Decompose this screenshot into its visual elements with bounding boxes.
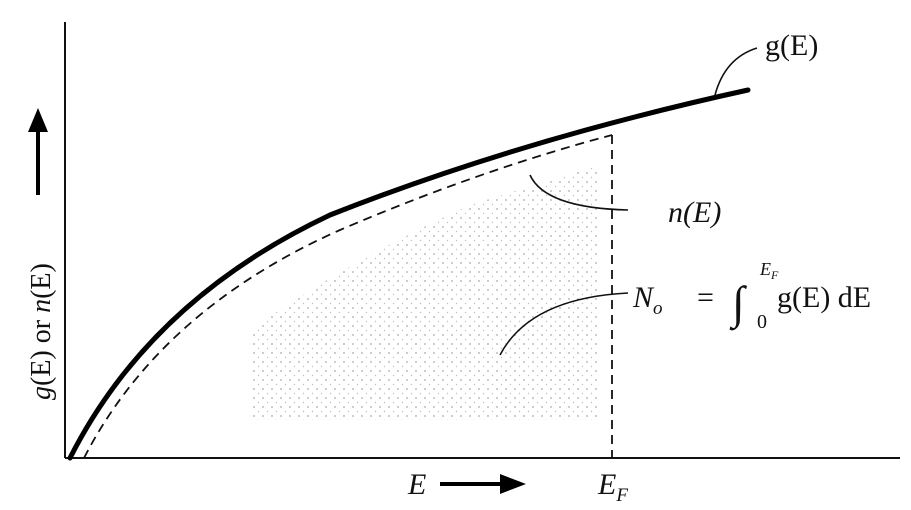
integral-upper-limit-subscript: F [770,268,779,282]
g-of-e-curve [67,87,751,461]
svg-text:EF: EF [597,468,628,506]
fermi-label: E [597,468,616,501]
y-axis-arrow [28,108,48,195]
integral-sign: ∫ [729,277,747,331]
y-label-n-arg: (E) [26,263,57,299]
integral-integrand: g(E) dE [777,281,871,314]
integral-lhs-subscript: o [653,298,663,319]
g-of-e-leader [714,47,758,96]
y-label-or: or [26,313,57,350]
integral-equals: = [697,281,714,314]
occupied-states-shading [250,165,600,420]
g-of-e-label: g(E) [765,29,818,62]
n-of-e-label: n(E) [668,196,721,229]
svg-text:g(E) or n(E): g(E) or n(E) [26,263,57,400]
svg-text:EF: EF [759,259,779,282]
y-label-g: g [26,386,57,400]
x-axis-arrow [440,474,526,494]
integral-lhs: N [632,281,655,314]
n-of-e-curve [83,134,613,459]
fermi-label-subscript: F [615,485,628,506]
integral-upper-limit: E [759,259,771,279]
integral-label: No = ∫ EF 0 g(E) dE [632,259,871,333]
y-label-n: n [26,299,57,313]
x-axis-label: E [407,468,426,501]
y-label-g-arg: (E) [26,350,57,386]
svg-text:No: No [632,281,663,319]
integral-lower-limit: 0 [757,311,767,333]
n-of-e-leader [529,174,629,211]
integral-leader [499,292,629,356]
